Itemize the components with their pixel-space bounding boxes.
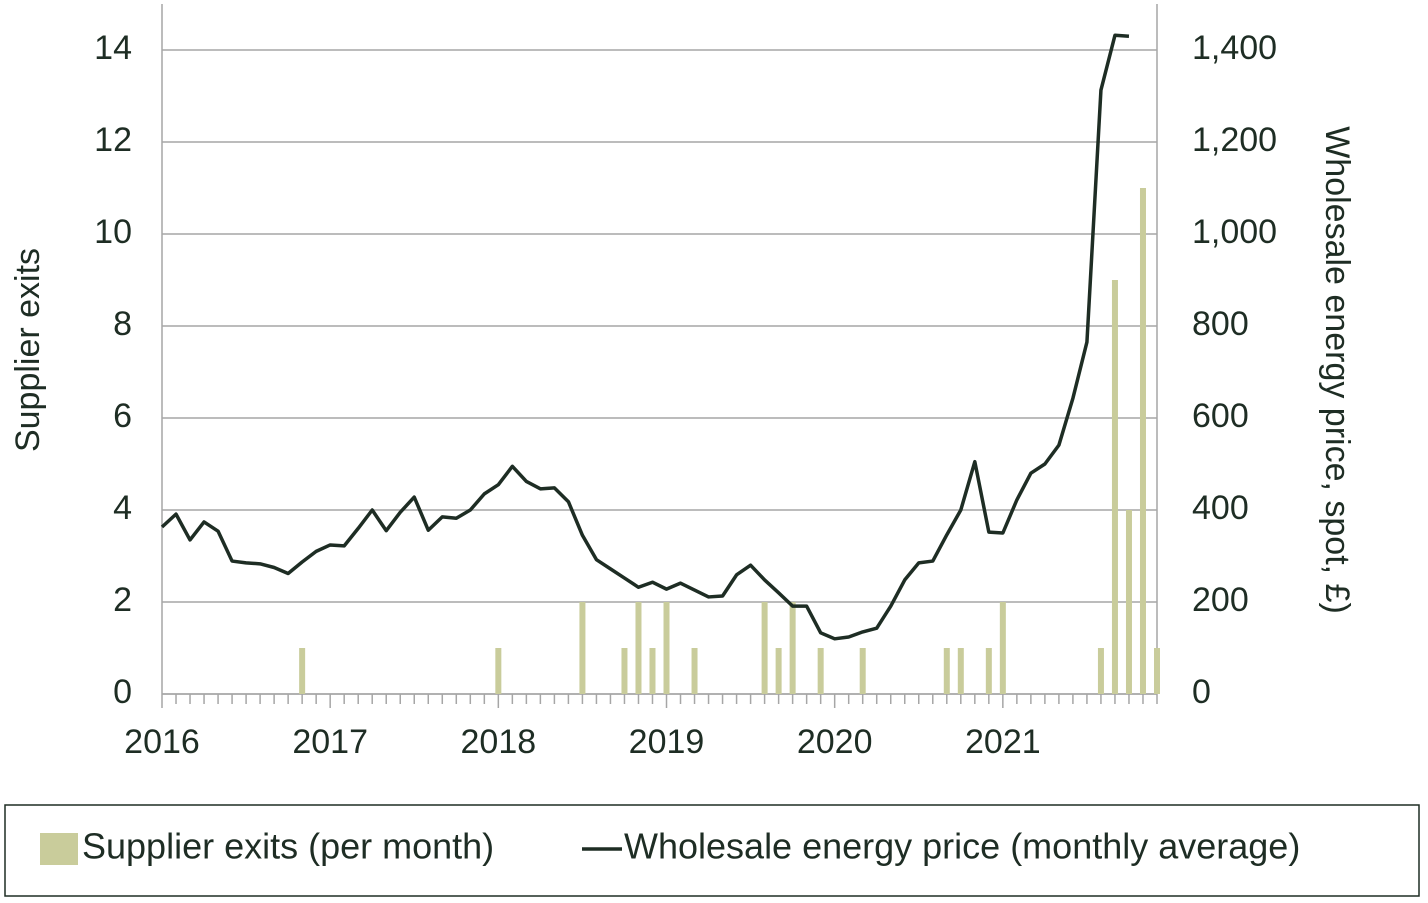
bar	[985, 648, 992, 694]
y2-tick-label: 600	[1192, 397, 1249, 435]
price-line	[160, 33, 1130, 641]
bar	[761, 602, 768, 694]
x-tick-label: 2019	[629, 723, 705, 761]
bar	[649, 648, 656, 694]
x-tick-label: 2020	[797, 723, 873, 761]
bar	[943, 648, 950, 694]
y-tick-label: 12	[94, 121, 132, 159]
bar	[775, 648, 782, 694]
y-tick-label: 14	[94, 29, 132, 67]
x-tick-label: 2017	[292, 723, 368, 761]
bar	[1125, 510, 1132, 694]
y2-tick-label: 0	[1192, 673, 1211, 711]
bar	[957, 648, 964, 694]
y2-axis-title: Wholesale energy price, spot, £)	[1318, 126, 1356, 614]
bar	[1139, 188, 1146, 694]
y-tick-label: 0	[113, 673, 132, 711]
bar	[495, 648, 502, 694]
bar	[579, 602, 586, 694]
y-tick-label: 10	[94, 213, 132, 251]
x-tick-label: 2021	[965, 723, 1041, 761]
bar	[999, 602, 1006, 694]
legend-swatch	[40, 833, 78, 865]
y-tick-label: 8	[113, 305, 132, 343]
y-tick-label: 4	[113, 489, 132, 527]
bar	[859, 648, 866, 694]
x-tick-label: 2018	[461, 723, 537, 761]
y2-tick-label: 800	[1192, 305, 1249, 343]
y2-tick-label: 1,200	[1192, 121, 1277, 159]
y-axis-title: Supplier exits	[9, 248, 47, 452]
y-tick-label: 2	[113, 581, 132, 619]
bar	[817, 648, 824, 694]
bar	[1154, 648, 1160, 694]
bar	[299, 648, 306, 694]
y2-tick-label: 1,400	[1192, 29, 1277, 67]
legend-box	[4, 804, 1420, 897]
bar	[621, 648, 628, 694]
x-tick-label: 2016	[124, 723, 200, 761]
y2-tick-label: 200	[1192, 581, 1249, 619]
legend-label: Supplier exits (per month)	[82, 826, 494, 867]
bar	[663, 602, 670, 694]
bar	[635, 602, 642, 694]
y2-tick-label: 400	[1192, 489, 1249, 527]
bar	[1097, 648, 1104, 694]
y2-tick-label: 1,000	[1192, 213, 1277, 251]
legend-label: Wholesale energy price (monthly average)	[624, 826, 1300, 867]
y-tick-label: 6	[113, 397, 132, 435]
bar	[1111, 280, 1118, 694]
bar	[691, 648, 698, 694]
bar	[789, 602, 796, 694]
